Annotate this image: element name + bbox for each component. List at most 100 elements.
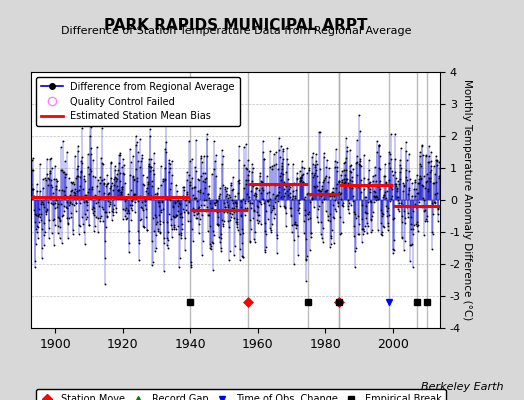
Point <box>193 198 201 204</box>
Point <box>252 190 260 197</box>
Point <box>181 197 190 203</box>
Point <box>126 146 135 152</box>
Point <box>191 164 200 170</box>
Point <box>89 173 97 179</box>
Point <box>249 207 258 213</box>
Point <box>321 187 329 194</box>
Point <box>138 154 147 161</box>
Point <box>259 187 267 194</box>
Point <box>43 171 51 178</box>
Point <box>273 232 281 238</box>
Point <box>345 184 353 190</box>
Point <box>46 170 54 177</box>
Point <box>219 223 227 230</box>
Point <box>162 196 171 202</box>
Point <box>294 233 302 240</box>
Point <box>358 226 367 232</box>
Point <box>212 197 220 203</box>
Point <box>355 231 363 237</box>
Point <box>311 162 319 168</box>
Point <box>93 176 102 183</box>
Point <box>204 191 212 197</box>
Point <box>418 142 426 148</box>
Point <box>188 185 196 192</box>
Point <box>255 212 264 218</box>
Point <box>333 168 341 174</box>
Point <box>152 232 160 238</box>
Point <box>329 214 337 221</box>
Point <box>155 212 163 218</box>
Point <box>269 205 278 211</box>
Point <box>240 162 248 168</box>
Point <box>204 211 213 218</box>
Point <box>197 153 205 159</box>
Point <box>156 218 164 224</box>
Point <box>408 225 417 232</box>
Point <box>50 175 59 182</box>
Point <box>393 188 401 194</box>
Point <box>318 235 326 241</box>
Point <box>323 179 332 185</box>
Point <box>337 229 345 236</box>
Point <box>325 192 334 199</box>
Point <box>99 206 107 212</box>
Point <box>129 174 137 180</box>
Point <box>180 186 189 193</box>
Point <box>139 172 148 178</box>
Point <box>95 196 103 202</box>
Point <box>47 176 56 183</box>
Point <box>165 157 173 164</box>
Point <box>346 182 355 188</box>
Point <box>356 158 365 164</box>
Point <box>304 211 313 217</box>
Point <box>223 208 232 215</box>
Point <box>239 196 248 203</box>
Point <box>326 218 334 224</box>
Point <box>236 257 244 263</box>
Point <box>254 212 262 218</box>
Point <box>236 204 245 210</box>
Point <box>249 215 257 221</box>
Point <box>236 231 245 237</box>
Point <box>388 193 396 199</box>
Point <box>185 138 193 144</box>
Point <box>299 178 307 185</box>
Point <box>184 210 192 216</box>
Point <box>178 226 186 232</box>
Point <box>299 171 307 177</box>
Point <box>287 212 295 218</box>
Point <box>86 124 95 130</box>
Point <box>434 206 442 212</box>
Point <box>126 172 134 178</box>
Point <box>422 170 431 177</box>
Point <box>298 172 307 178</box>
Point <box>253 185 261 191</box>
Point <box>94 215 102 221</box>
Point <box>115 186 123 193</box>
Point <box>378 213 386 220</box>
Point <box>380 173 389 179</box>
Point <box>130 191 139 198</box>
Point <box>370 164 379 170</box>
Point <box>169 202 177 209</box>
Point <box>404 203 412 210</box>
Point <box>314 203 323 209</box>
Point <box>256 199 264 205</box>
Point <box>352 215 360 222</box>
Point <box>380 192 388 198</box>
Point <box>141 196 150 202</box>
Point <box>269 191 277 198</box>
Point <box>138 152 146 159</box>
Point <box>421 216 430 223</box>
Point <box>354 231 362 238</box>
Point <box>418 142 426 149</box>
Point <box>231 243 239 249</box>
Point <box>120 195 128 201</box>
Point <box>328 227 336 233</box>
Point <box>34 224 42 230</box>
Point <box>152 190 161 197</box>
Point <box>238 240 246 246</box>
Point <box>265 201 273 208</box>
Point <box>418 204 427 210</box>
Point <box>221 184 230 190</box>
